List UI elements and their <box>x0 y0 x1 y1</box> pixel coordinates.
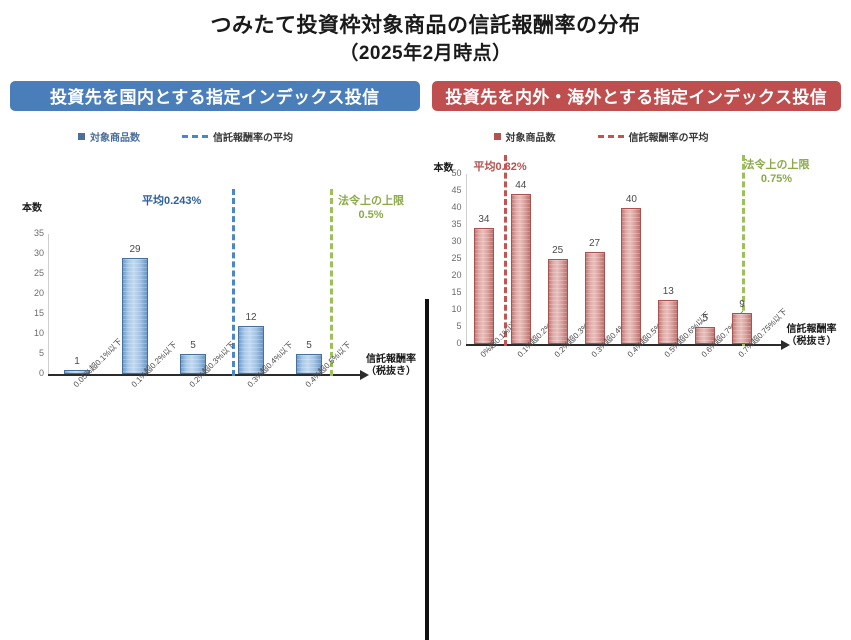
charts-container: 対象商品数 信託報酬率の平均 本数 平均0.243% 法令上の上限 0.5% 0… <box>0 127 851 505</box>
cap-annotation-line1: 法令上の上限 <box>338 195 404 209</box>
legend-item-series: 対象商品数 <box>494 129 556 144</box>
cap-annotation-line2: 0.75% <box>744 173 810 187</box>
legend-swatch-icon <box>78 133 85 140</box>
bar <box>511 194 531 344</box>
chart-panel-overseas: 対象商品数 信託報酬率の平均 本数 平均0.32% 法令上の上限 0.75% 0… <box>426 127 851 505</box>
x-axis-title-line2: （税抜き） <box>787 336 837 349</box>
bar-value-label: 25 <box>542 245 574 256</box>
bar-value-label: 34 <box>468 214 500 225</box>
bar-value-label: 40 <box>615 194 647 205</box>
y-axis-tick-label: 5 <box>20 348 44 358</box>
legend-swatch-icon <box>494 133 501 140</box>
x-axis-baseline <box>466 344 781 346</box>
legend-average-label: 信託報酬率の平均 <box>213 129 293 144</box>
bar-value-label: 5 <box>689 313 721 324</box>
banner-domestic: 投資先を国内とする指定インデックス投信 <box>10 81 420 111</box>
y-axis-tick-label: 35 <box>438 219 462 229</box>
bar-value-label: 5 <box>293 340 325 351</box>
average-annotation-overseas: 平均0.32% <box>474 161 527 175</box>
bar-value-label: 27 <box>579 238 611 249</box>
y-axis-tick-label: 30 <box>438 236 462 246</box>
legend-item-average: 信託報酬率の平均 <box>182 129 293 144</box>
y-axis-tick-label: 0 <box>438 338 462 348</box>
y-axis-tick-label: 35 <box>20 228 44 238</box>
bar <box>122 258 148 374</box>
y-axis-tick-label: 0 <box>20 368 44 378</box>
panel-divider <box>425 299 429 640</box>
average-annotation-domestic: 平均0.243% <box>142 195 201 209</box>
y-axis-tick-label: 15 <box>438 287 462 297</box>
y-axis-tick-label: 50 <box>438 168 462 178</box>
cap-annotation-domestic: 法令上の上限 0.5% <box>338 195 404 223</box>
y-axis-tick-label: 45 <box>438 185 462 195</box>
bar <box>548 259 568 344</box>
bar-value-label: 9 <box>726 299 758 310</box>
x-axis-title: 信託報酬率（税抜き） <box>787 324 837 349</box>
legal-cap-reference-line <box>330 189 333 376</box>
legend-series-label: 対象商品数 <box>506 129 556 144</box>
y-axis-tick-label: 20 <box>438 270 462 280</box>
y-axis-line <box>466 174 467 344</box>
page-title-line2: （2025年2月時点） <box>0 40 851 68</box>
bar <box>474 228 494 344</box>
y-axis-tick-label: 25 <box>438 253 462 263</box>
bar <box>621 208 641 344</box>
y-axis-tick-label: 10 <box>438 304 462 314</box>
y-axis-tick-label: 10 <box>20 328 44 338</box>
y-axis-tick-label: 5 <box>438 321 462 331</box>
x-axis-title-line1: 信託報酬率 <box>787 324 837 337</box>
bar <box>585 252 605 344</box>
bar-value-label: 5 <box>177 340 209 351</box>
chart-panel-domestic: 対象商品数 信託報酬率の平均 本数 平均0.243% 法令上の上限 0.5% 0… <box>0 127 426 505</box>
cap-annotation-line2: 0.5% <box>338 209 404 223</box>
legend-overseas: 対象商品数 信託報酬率の平均 <box>426 127 851 147</box>
x-axis-title-line1: 信託報酬率 <box>366 354 416 367</box>
legend-dashed-line-icon <box>598 135 624 138</box>
bar-value-label: 13 <box>652 286 684 297</box>
bar-value-label: 44 <box>505 180 537 191</box>
x-axis-title-line2: （税抜き） <box>366 366 416 379</box>
banner-overseas: 投資先を内外・海外とする指定インデックス投信 <box>432 81 842 111</box>
legend-series-label: 対象商品数 <box>90 129 140 144</box>
y-axis-tick-label: 25 <box>20 268 44 278</box>
legend-domestic: 対象商品数 信託報酬率の平均 <box>0 127 426 147</box>
y-axis-tick-label: 30 <box>20 248 44 258</box>
page-title-line1: つみたて投資枠対象商品の信託報酬率の分布 <box>0 12 851 40</box>
y-axis-tick-label: 15 <box>20 308 44 318</box>
legend-item-series: 対象商品数 <box>78 129 140 144</box>
bar-value-label: 29 <box>119 244 151 255</box>
y-axis-tick-label: 20 <box>20 288 44 298</box>
y-axis-line <box>48 234 49 374</box>
y-axis-unit-domestic: 本数 <box>22 199 42 214</box>
cap-annotation-line1: 法令上の上限 <box>744 159 810 173</box>
legend-dashed-line-icon <box>182 135 208 138</box>
cap-annotation-overseas: 法令上の上限 0.75% <box>744 159 810 187</box>
x-axis-title: 信託報酬率（税抜き） <box>366 354 416 379</box>
legend-average-label: 信託報酬率の平均 <box>629 129 709 144</box>
bar-value-label: 12 <box>235 312 267 323</box>
section-banners: 投資先を国内とする指定インデックス投信 投資先を内外・海外とする指定インデックス… <box>0 81 851 111</box>
y-axis-tick-label: 40 <box>438 202 462 212</box>
legend-item-average: 信託報酬率の平均 <box>598 129 709 144</box>
page-title: つみたて投資枠対象商品の信託報酬率の分布 （2025年2月時点） <box>0 0 851 68</box>
